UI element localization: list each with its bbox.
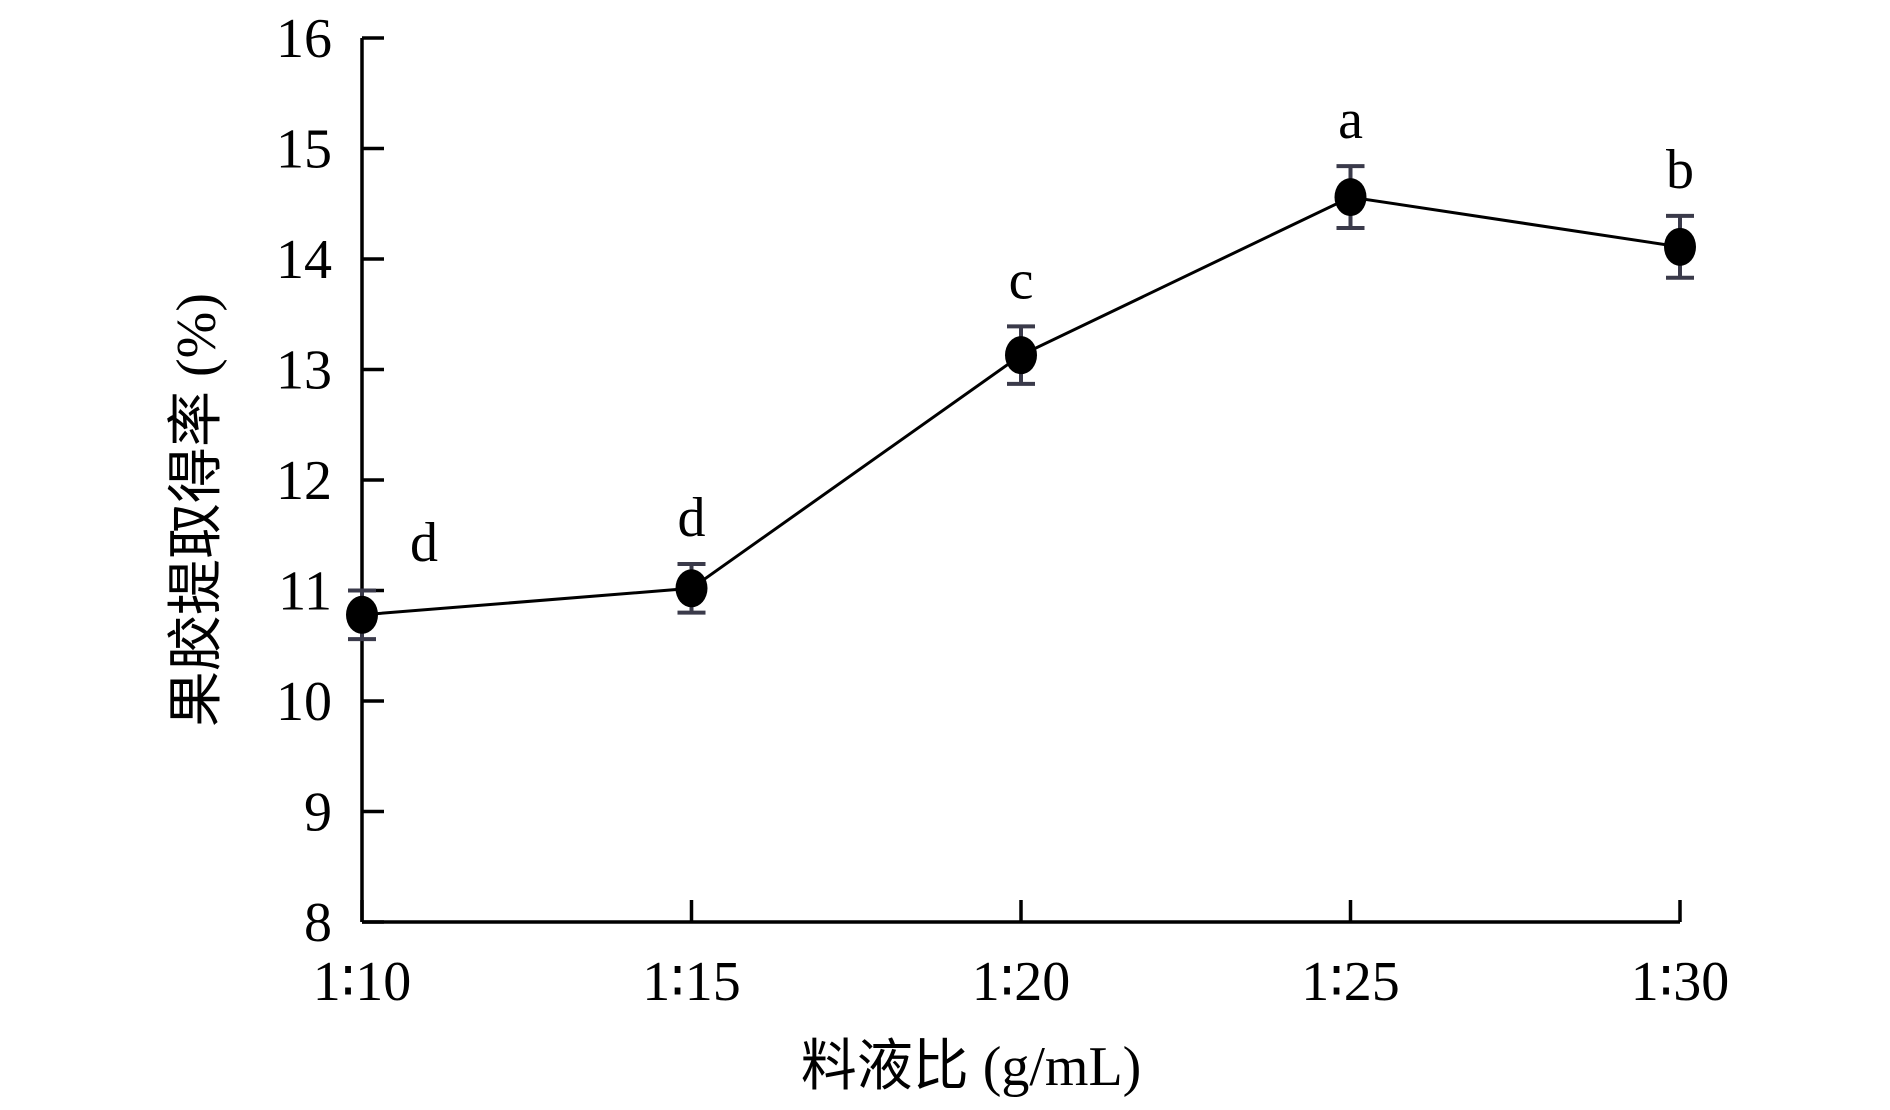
data-point-group: c [1005, 249, 1037, 386]
significance-label: d [410, 512, 438, 574]
x-tick-label: 1∶15 [642, 951, 741, 1013]
data-point-group: d [346, 512, 438, 642]
data-point [1005, 336, 1037, 375]
data-point-group: d [675, 487, 708, 615]
significance-label: a [1338, 89, 1363, 151]
significance-label: d [678, 487, 706, 549]
y-tick-label: 16 [276, 8, 332, 70]
y-tick-label: 15 [276, 119, 332, 181]
y-axis-title: 果胶提取得率 (%) [166, 293, 228, 727]
series-layer: d d c a b [346, 89, 1696, 642]
y-ticks: 8 9 10 11 12 13 14 15 16 [276, 8, 384, 954]
data-point-group: a [1334, 89, 1367, 231]
data-point [1334, 178, 1367, 217]
y-tick-label: 9 [304, 782, 332, 844]
data-point [346, 595, 378, 634]
y-tick-label: 12 [276, 450, 332, 512]
x-tick-label: 1∶20 [972, 951, 1071, 1013]
y-tick-label: 11 [278, 561, 332, 623]
x-axis-title: 料液比 (g/mL) [801, 1036, 1142, 1098]
x-tick-label: 1∶25 [1301, 951, 1400, 1013]
data-point-group: b [1664, 139, 1696, 280]
y-tick-label: 10 [276, 671, 332, 733]
y-tick-label: 13 [276, 340, 332, 402]
data-point [675, 569, 708, 608]
data-point [1664, 227, 1696, 266]
x-tick-label: 1∶10 [313, 951, 412, 1013]
x-tick-label: 1∶30 [1631, 951, 1730, 1013]
significance-label: b [1666, 139, 1694, 201]
y-tick-label: 8 [304, 892, 332, 954]
x-ticks: 1∶10 1∶15 1∶20 1∶25 1∶30 [313, 900, 1730, 1013]
y-tick-label: 14 [276, 229, 332, 291]
axes [360, 38, 1680, 924]
significance-label: c [1009, 249, 1034, 311]
